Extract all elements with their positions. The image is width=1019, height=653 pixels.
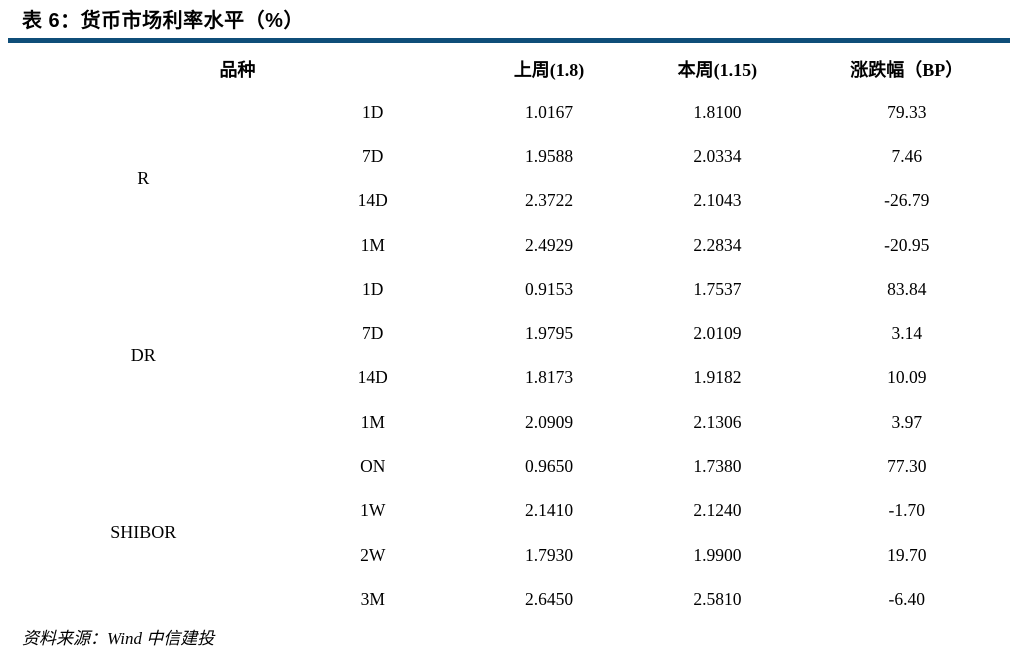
col-header-variety: 品种	[219, 59, 256, 80]
col-header-last-week: 上周(1.8)	[513, 59, 585, 80]
this-week-cell: 2.0334	[693, 145, 742, 166]
col-header-change-bp: 涨跌幅（BP）	[850, 59, 964, 80]
this-week-cell: 1.9182	[693, 367, 742, 388]
change-bp-cell: 3.14	[891, 323, 923, 344]
tenor-cell: 1D	[362, 278, 384, 299]
table-row: DR 1D 0.9153 1.7537 83.84	[8, 267, 1010, 365]
this-week-cell: 2.1043	[693, 190, 742, 211]
change-bp-cell: 77.30	[887, 456, 927, 477]
table-title: 表 6：货币市场利率水平（%）	[22, 10, 304, 32]
change-bp-cell: 19.70	[887, 544, 927, 565]
table-row: 3M 2.6450 2.5810 -6.40	[8, 577, 1010, 621]
change-bp-cell: -6.40	[888, 588, 925, 609]
last-week-cell: 2.1410	[525, 500, 574, 521]
last-week-cell: 1.7930	[525, 544, 574, 565]
tenor-cell: 14D	[357, 367, 388, 388]
table-row: 1W 2.1410 2.1240 -1.70	[8, 489, 1010, 533]
table-row: 7D 1.9588 2.0334 7.46	[8, 134, 1010, 178]
table-row: 2W 1.7930 1.9900 19.70	[8, 533, 1010, 577]
change-bp-cell: 10.09	[887, 367, 927, 388]
change-bp-cell: 79.33	[887, 101, 927, 122]
change-bp-cell: -26.79	[884, 190, 930, 211]
this-week-cell: 2.1306	[693, 411, 742, 432]
tenor-cell: 3M	[360, 588, 385, 609]
tenor-cell: 1D	[362, 101, 384, 122]
tenor-cell: 1W	[360, 500, 386, 521]
last-week-cell: 1.9588	[525, 145, 574, 166]
title-rule-divider	[8, 38, 1010, 43]
last-week-cell: 2.3722	[525, 190, 574, 211]
tenor-cell: 2W	[360, 544, 386, 565]
this-week-cell: 1.7537	[693, 278, 742, 299]
tenor-cell: 1M	[360, 411, 385, 432]
last-week-cell: 1.8173	[525, 367, 574, 388]
change-bp-cell: 7.46	[891, 145, 923, 166]
this-week-cell: 2.5810	[693, 588, 742, 609]
tenor-cell: 7D	[362, 323, 384, 344]
table-row: 14D 2.3722 2.1043 -26.79	[8, 179, 1010, 223]
table-row: 7D 1.9795 2.0109 3.14	[8, 311, 1010, 355]
change-bp-cell: -20.95	[884, 234, 930, 255]
last-week-cell: 2.6450	[525, 588, 574, 609]
this-week-cell: 2.0109	[693, 323, 742, 344]
money-market-rates-table: 品种 上周(1.8) 本周(1.15) 涨跌幅（BP） R 1D 1.0167 …	[8, 47, 1010, 622]
header-row: 品种 上周(1.8) 本周(1.15) 涨跌幅（BP）	[8, 47, 1010, 90]
col-header-this-week: 本周(1.15)	[677, 59, 758, 80]
last-week-cell: 2.0909	[525, 411, 574, 432]
group-cell-shibor: SHIBOR	[110, 522, 177, 543]
last-week-cell: 1.9795	[525, 323, 574, 344]
tenor-cell: 14D	[357, 190, 388, 211]
last-week-cell: 1.0167	[525, 101, 574, 122]
group-cell-dr: DR	[130, 345, 156, 366]
table-row: 14D 1.8173 1.9182 10.09	[8, 356, 1010, 400]
this-week-cell: 2.2834	[693, 234, 742, 255]
last-week-cell: 2.4929	[525, 234, 574, 255]
change-bp-cell: 83.84	[887, 278, 927, 299]
tenor-cell: ON	[360, 456, 386, 477]
this-week-cell: 1.7380	[693, 456, 742, 477]
table-row: 1M 2.4929 2.2834 -20.95	[8, 223, 1010, 267]
this-week-cell: 2.1240	[693, 500, 742, 521]
table-row: 1M 2.0909 2.1306 3.97	[8, 400, 1010, 444]
tenor-cell: 1M	[360, 234, 385, 255]
last-week-cell: 0.9650	[525, 456, 574, 477]
change-bp-cell: -1.70	[888, 500, 925, 521]
this-week-cell: 1.8100	[693, 101, 742, 122]
tenor-cell: 7D	[362, 145, 384, 166]
data-source-note: 资料来源：Wind 中信建投	[22, 629, 215, 648]
table-row: R 1D 1.0167 1.8100 79.33	[8, 90, 1010, 188]
change-bp-cell: 3.97	[891, 411, 923, 432]
this-week-cell: 1.9900	[693, 544, 742, 565]
group-cell-r: R	[137, 168, 150, 189]
table-row: SHIBOR ON 0.9650 1.7380 77.30	[8, 444, 1010, 542]
last-week-cell: 0.9153	[525, 278, 574, 299]
